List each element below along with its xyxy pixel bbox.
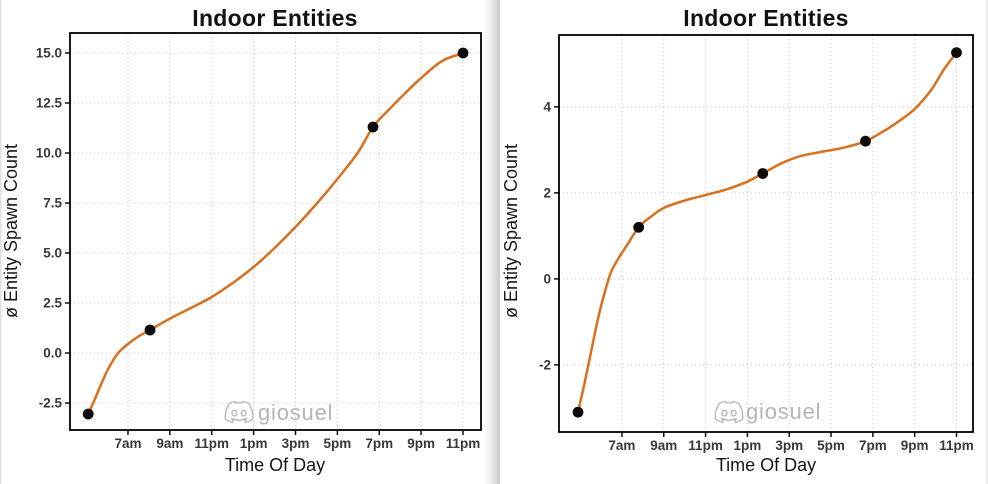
y-tick-label: -2 (539, 357, 551, 372)
x-tick-label: 9am (156, 436, 183, 451)
plot-border (558, 34, 974, 433)
x-tick-label: 3pm (282, 436, 310, 451)
spawn-curve (576, 51, 958, 414)
y-tick-label: -2.5 (39, 396, 63, 411)
y-axis-label: ø Entity Spawn Count (1, 144, 21, 318)
watermark-text: giosuel (746, 399, 821, 424)
data-point-marker (633, 221, 645, 233)
data-point-marker (144, 324, 156, 336)
y-tick-label: 2 (543, 185, 551, 200)
data-point-marker (367, 121, 379, 133)
data-point-marker (757, 168, 769, 179)
data-point-marker (860, 135, 871, 147)
data-point-marker (572, 406, 584, 418)
y-tick-label: 4 (543, 99, 551, 114)
x-tick-label: 5pm (817, 438, 845, 453)
y-tick-label: 10.0 (36, 146, 62, 161)
data-point-marker (457, 47, 469, 59)
y-axis-label: ø Entity Spawn Count (501, 144, 521, 318)
y-tick-label: 15.0 (36, 46, 62, 61)
x-tick-label: 11pm (939, 438, 974, 453)
plot-border (69, 32, 482, 431)
x-tick-label: 9am (650, 438, 677, 453)
chart-panel-left: 7am 9am 11pm 1pm 3pm 5pm 7pm 9pm 11pm 15.0 12.5 10.… (1, 5, 482, 475)
y-tick-label: 2.5 (43, 296, 62, 311)
y-tick-label: 0.0 (43, 346, 62, 361)
screenshot-right-edge (985, 0, 988, 484)
spawn-curve (86, 51, 465, 416)
chart-title: Indoor Entities (192, 5, 358, 31)
data-point-marker (82, 408, 94, 420)
discord-icon (715, 402, 743, 423)
x-tick-label: 1pm (240, 436, 268, 451)
x-tick-label: 7pm (859, 438, 887, 453)
x-tick-label: 9pm (407, 436, 435, 451)
watermark-text: giosuel (258, 400, 333, 425)
x-tick-label: 3pm (775, 438, 803, 453)
x-tick-label: 7am (608, 438, 635, 453)
x-tick-label: 7am (114, 436, 141, 451)
x-tick-label: 7pm (365, 436, 393, 451)
x-tick-label: 9pm (901, 438, 929, 453)
x-tick-label: 11pm (446, 436, 481, 451)
x-tick-label: 11pm (194, 436, 229, 451)
left-chart-svg: 7am 9am 11pm 1pm 3pm 5pm 7pm 9pm 11pm 15.0 12.5 10.… (1, 5, 482, 475)
panel-divider (482, 0, 500, 484)
chart-title: Indoor Entities (683, 5, 849, 31)
y-tick-label: 7.5 (43, 196, 62, 211)
y-tick-label: 0 (543, 271, 551, 286)
screenshot-left-edge (0, 0, 2, 484)
y-tick-label: 12.5 (36, 96, 63, 111)
x-axis-label: Time Of Day (716, 455, 816, 475)
chart-panel-right: 7am 9am 11pm 1pm 3pm 5pm 7pm 9pm 11pm 4 2 0 -2 Indoo… (500, 0, 988, 484)
x-tick-label: 5pm (323, 436, 351, 451)
data-point-marker (951, 47, 962, 58)
x-tick-label: 1pm (734, 438, 762, 453)
y-tick-label: 5.0 (43, 246, 62, 261)
watermark: giosuel (225, 400, 333, 425)
x-axis-label: Time Of Day (225, 455, 325, 475)
right-chart-svg: 7am 9am 11pm 1pm 3pm 5pm 7pm 9pm 11pm 4 2 0 -2 Indoo… (501, 5, 974, 475)
x-tick-label: 11pm (688, 438, 723, 453)
watermark: giosuel (715, 399, 821, 424)
discord-icon (225, 402, 253, 423)
